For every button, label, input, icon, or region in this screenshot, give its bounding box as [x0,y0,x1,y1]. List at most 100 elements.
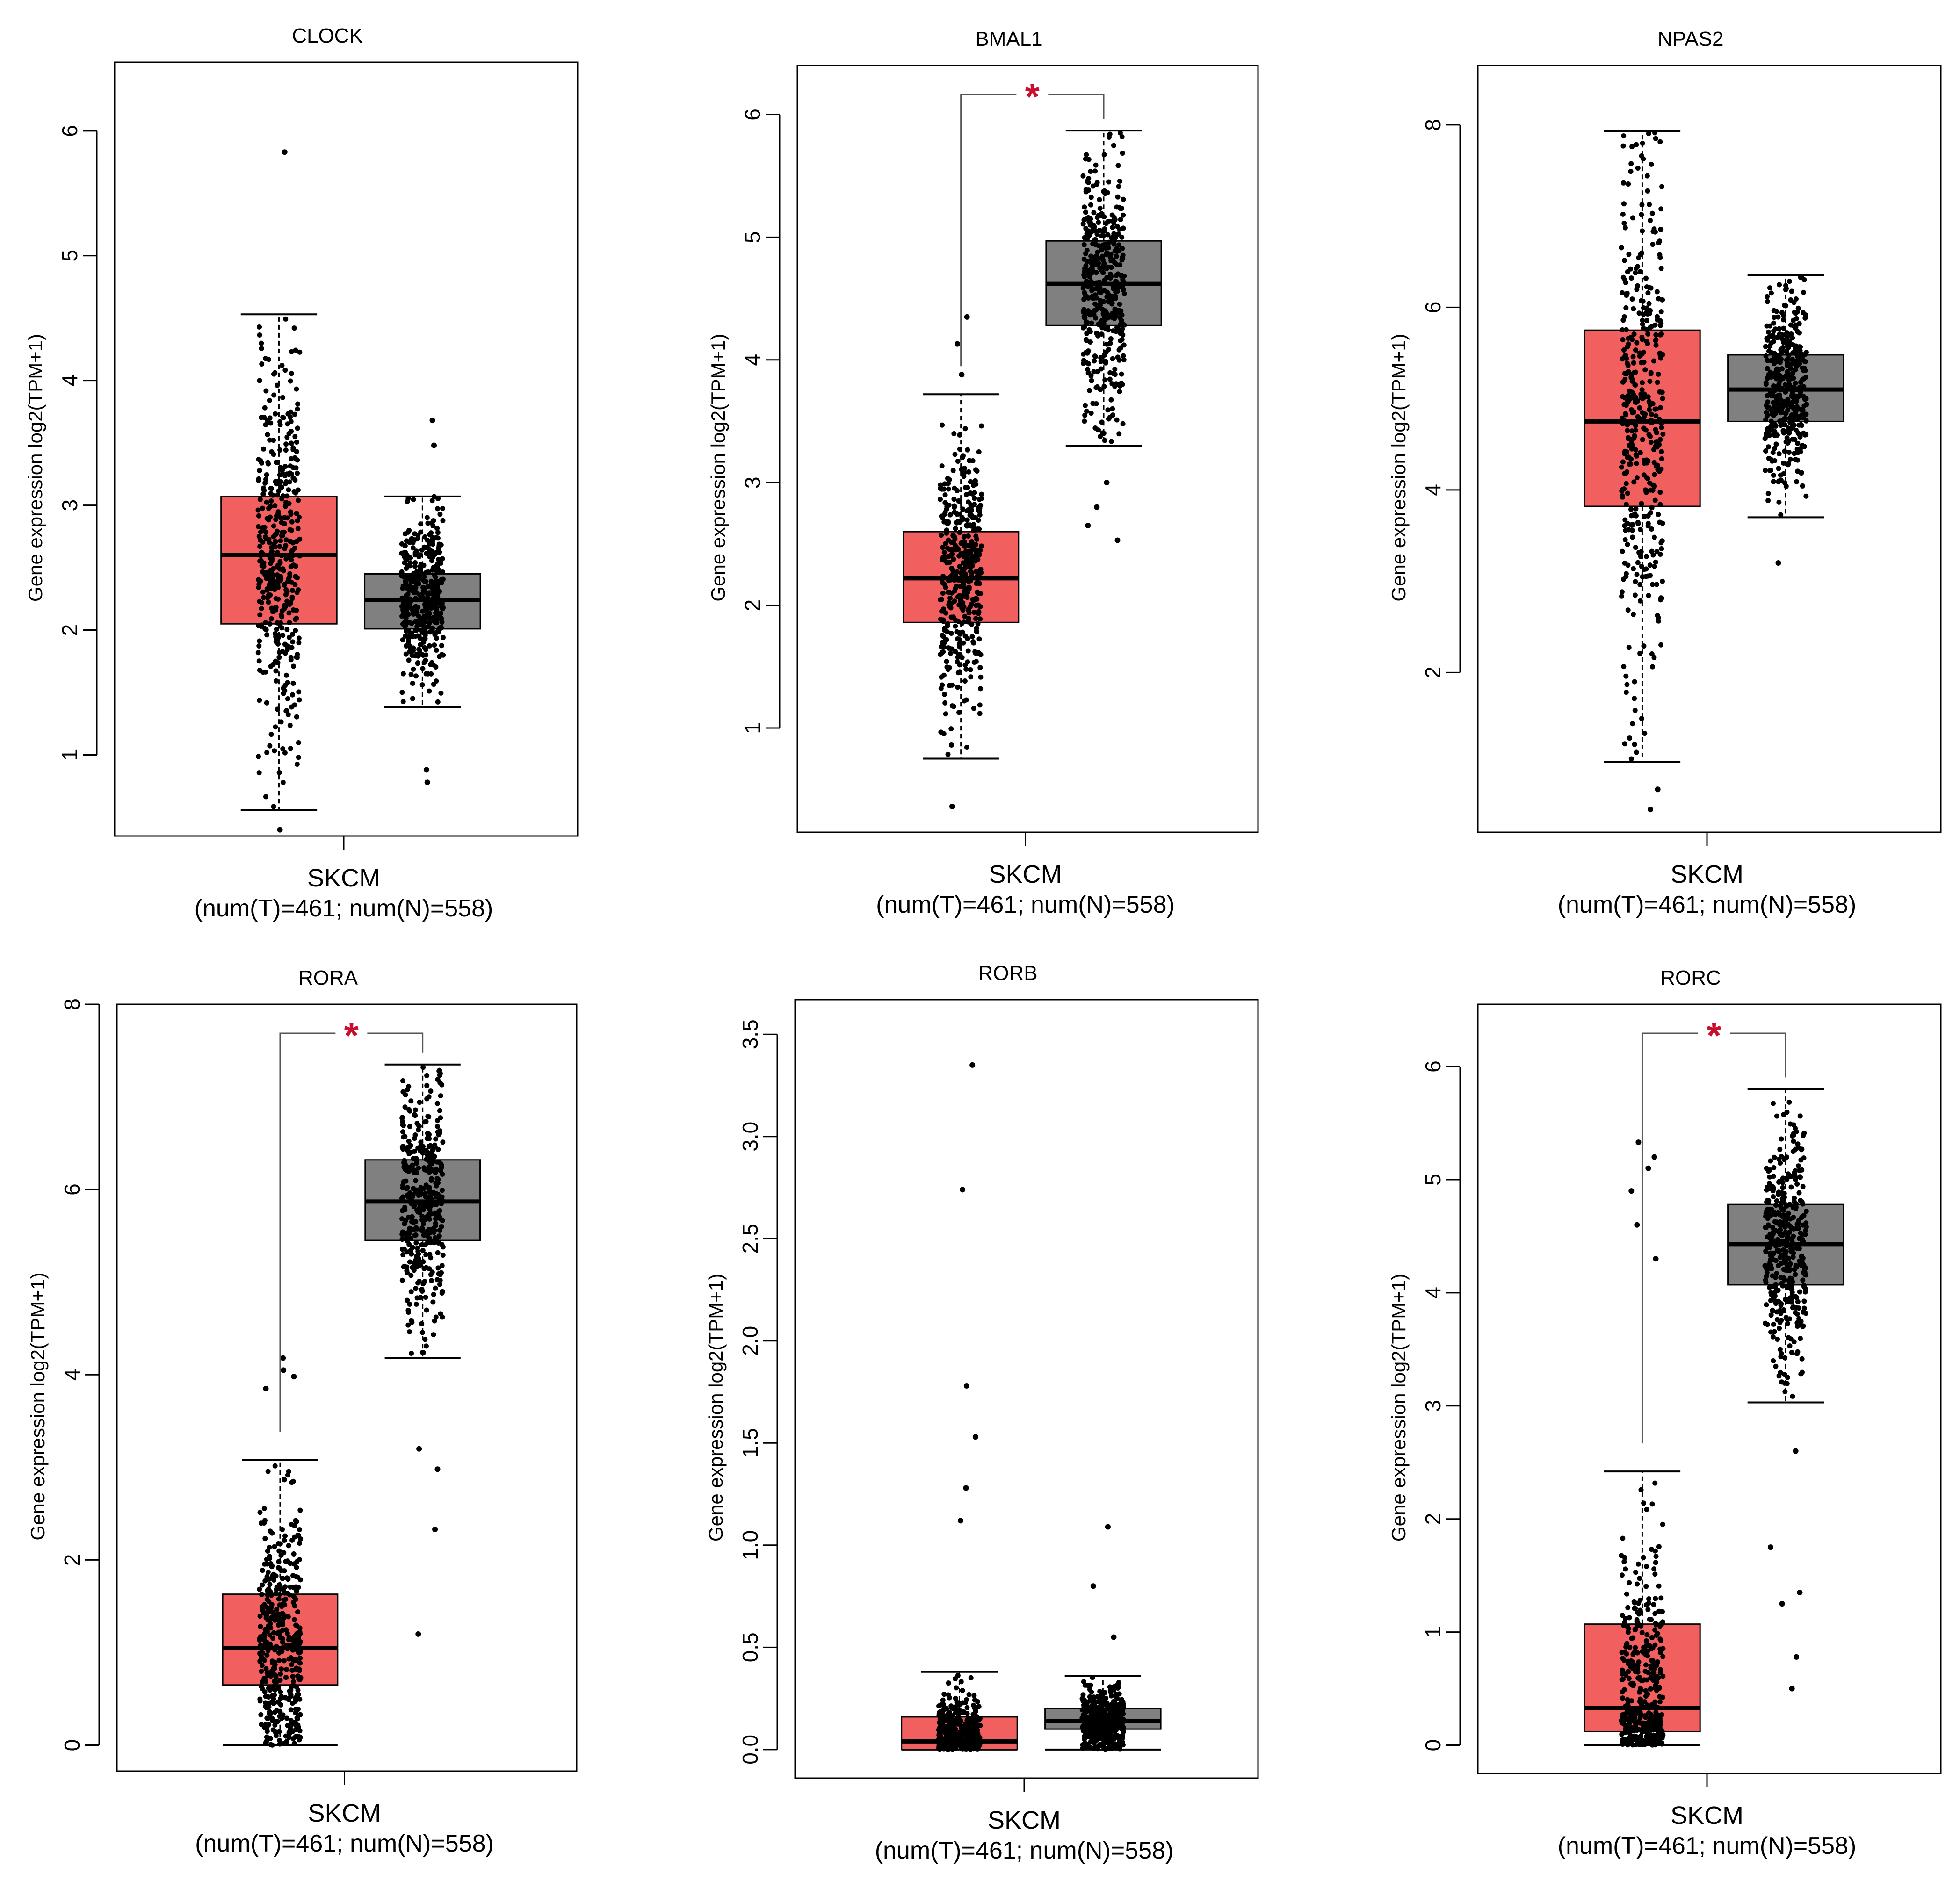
data-point [1630,534,1635,540]
data-point [1108,336,1114,341]
data-point [295,425,300,431]
data-point [1649,1501,1655,1507]
data-point [1107,376,1113,382]
data-point [1625,422,1630,428]
data-point [294,1623,299,1629]
data-point [407,563,412,569]
outlier-point [431,442,437,448]
data-point [1637,1607,1643,1613]
data-point [1645,394,1651,400]
data-point [418,1148,423,1153]
data-point [941,1692,947,1697]
data-point [1794,362,1799,368]
data-point [1648,440,1654,445]
data-point [284,627,290,632]
data-point [1111,215,1117,220]
data-point [1643,1662,1649,1668]
data-point [268,1615,274,1621]
y-tick-label: 5 [58,250,82,262]
data-point [282,529,287,535]
data-point [1639,387,1645,393]
data-point [422,633,428,638]
data-point [1633,369,1638,375]
data-point [968,569,973,574]
data-point [1086,187,1092,193]
data-point [1625,541,1630,547]
data-point [420,1248,426,1254]
data-point [403,580,409,586]
data-point [1113,295,1118,301]
data-point [1113,289,1119,295]
data-point [950,468,956,473]
data-point [400,1119,405,1124]
data-point [953,585,958,591]
data-point [942,700,948,706]
data-point [1091,255,1097,260]
data-point [423,1147,429,1153]
data-point [1636,1659,1642,1665]
data-point [1790,436,1795,442]
data-point [1763,417,1769,423]
data-point [1789,1350,1794,1355]
data-point [403,651,409,657]
data-point [955,1720,960,1726]
data-point [436,1240,441,1246]
data-point [1653,136,1658,141]
data-point [1105,407,1111,413]
data-point [960,506,966,512]
data-point [440,1171,445,1177]
data-point [1782,422,1787,428]
outlier-point [960,1187,966,1193]
data-point [276,488,282,494]
data-point [1088,373,1094,379]
data-point [420,666,426,671]
data-point [1093,1708,1099,1714]
data-point [285,1614,291,1620]
data-point [1625,1661,1631,1666]
data-point [1097,321,1102,326]
data-point [968,667,973,673]
data-point [273,411,278,417]
data-point [291,1617,297,1622]
data-point [435,1129,441,1135]
data-point [1638,1487,1644,1492]
data-point [1780,376,1786,382]
data-point [1117,389,1122,395]
data-point [261,488,267,493]
data-point [1655,613,1660,618]
data-point [404,566,409,571]
data-point [1102,189,1107,195]
data-point [952,598,957,604]
data-point [297,1728,303,1734]
data-point [1621,133,1627,139]
data-point [267,743,273,749]
data-point [944,504,950,510]
data-point [1089,378,1094,383]
data-point [1625,344,1630,350]
data-point [297,1641,302,1647]
data-point [1101,152,1107,158]
data-point [1631,1735,1637,1741]
data-point [439,1224,444,1229]
data-point [940,633,945,638]
data-point [947,596,953,601]
outlier-point [964,314,970,320]
data-point [418,521,424,527]
data-point [403,1092,408,1098]
data-point [276,1657,282,1663]
data-point [1653,559,1658,565]
data-point [282,582,287,588]
data-point [1653,1554,1659,1559]
data-point [1116,184,1121,189]
data-point [264,1557,269,1562]
data-point [1637,526,1643,532]
data-point [939,1701,944,1707]
data-point [427,643,432,649]
data-point [1633,1570,1639,1575]
data-point [1625,428,1630,433]
data-point [1644,1691,1650,1697]
data-point [1086,361,1092,367]
data-point [429,1278,434,1283]
data-point [267,1709,272,1715]
data-point [1101,320,1107,326]
